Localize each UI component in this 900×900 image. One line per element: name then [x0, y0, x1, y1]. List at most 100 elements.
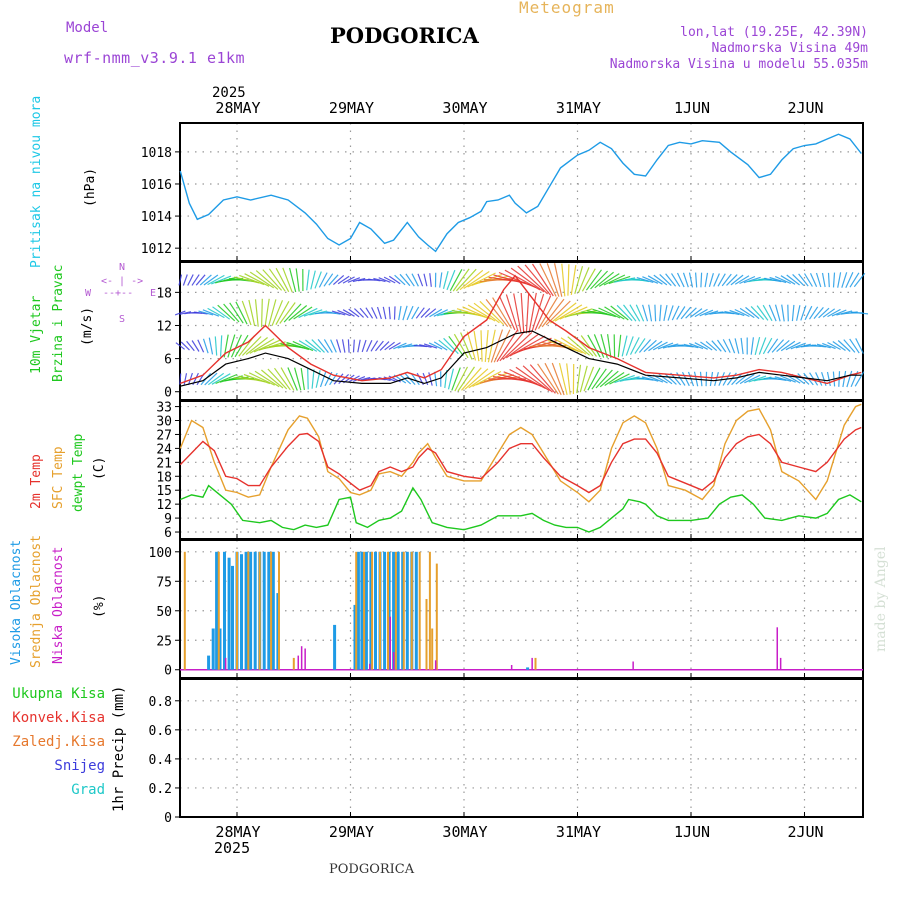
- wind-vector: [717, 273, 726, 287]
- wind-vector: [688, 342, 704, 350]
- wind-vector: [734, 275, 750, 285]
- wind-vector: [375, 340, 384, 352]
- wind-vector: [790, 342, 806, 350]
- high-cloud-bar: [240, 554, 243, 670]
- wind-vector: [579, 365, 588, 393]
- low-cloud-bar: [776, 627, 778, 670]
- wind-vector: [567, 264, 570, 296]
- wind-vector: [341, 339, 346, 353]
- high-cloud-bar: [364, 551, 368, 670]
- wind-vector: [504, 269, 541, 291]
- wind-vector: [353, 308, 365, 318]
- wind-vector: [239, 274, 265, 286]
- wind-vector: [721, 273, 732, 287]
- wind-vector: [287, 367, 298, 391]
- wind-vector: [258, 341, 286, 351]
- high-cloud-bar: [360, 551, 364, 670]
- high-cloud-bar: [253, 551, 257, 670]
- high-cloud-bar: [401, 551, 405, 670]
- wind-vector: [827, 308, 841, 318]
- wind-vector: [446, 269, 456, 291]
- wind-vector: [208, 337, 214, 355]
- high-cloud-bar: [353, 604, 357, 670]
- wind-vector: [636, 377, 654, 381]
- high-cloud-bar: [231, 565, 234, 670]
- wind-vector: [459, 269, 484, 291]
- tick-label-cloud: 25: [156, 634, 172, 649]
- wind-vector: [467, 304, 496, 322]
- wind-vector: [337, 275, 350, 285]
- wind-vector: [708, 273, 714, 287]
- wind-vector: [423, 273, 428, 287]
- wind-vector: [298, 340, 318, 352]
- tick-label-precip: 0.6: [149, 724, 172, 739]
- wind-vector: [310, 270, 316, 290]
- wind-vector: [774, 275, 791, 285]
- dewpt-temp-line: [180, 484, 862, 533]
- wind-vector: [641, 376, 659, 382]
- wind-vector: [815, 272, 822, 288]
- wind-vector: [813, 307, 824, 319]
- sfc-temp-line: [179, 403, 862, 503]
- wind-vector: [462, 306, 491, 320]
- wind-vector: [734, 338, 740, 354]
- top-day-label: 30MAY: [442, 99, 488, 117]
- wind-vector: [275, 267, 290, 293]
- high-cloud-bar: [526, 667, 530, 670]
- wind-vector: [832, 341, 846, 351]
- compass-n: N: [119, 262, 126, 273]
- mid-cloud-bar: [278, 551, 280, 670]
- wind-vector: [831, 309, 847, 317]
- wind-vector: [731, 372, 743, 386]
- wind-vector: [680, 306, 692, 320]
- wind-vector: [811, 344, 826, 348]
- wind-vector: [347, 277, 361, 283]
- wind-vector: [370, 340, 379, 352]
- wind-vector: [306, 269, 310, 291]
- wind-vector: [800, 305, 807, 321]
- wind-vector: [792, 273, 805, 287]
- wind-vector: [417, 273, 424, 287]
- wind-vector: [754, 336, 761, 356]
- wind-vector: [590, 270, 609, 290]
- wind-vector: [398, 305, 402, 321]
- wind-vector: [845, 272, 854, 288]
- wind-vector: [198, 310, 214, 316]
- wind-vector: [383, 376, 396, 382]
- wind-vector: [428, 342, 443, 350]
- wind-vector: [505, 294, 519, 332]
- wind-vector: [570, 265, 577, 295]
- wind-vector: [187, 274, 194, 286]
- wind-vector: [361, 339, 367, 353]
- wind-vector: [473, 330, 480, 362]
- wind-vector: [642, 304, 649, 322]
- wind-vector: [253, 339, 281, 353]
- wind-vector: [424, 308, 437, 318]
- wind-vector: [593, 334, 605, 358]
- wind-vector: [498, 271, 536, 289]
- wind-vector: [709, 371, 714, 387]
- wind-vector: [522, 365, 553, 393]
- wind-vector: [598, 307, 621, 319]
- wind-vector: [630, 277, 649, 283]
- wind-vector: [843, 339, 856, 353]
- wind-vector: [623, 304, 637, 322]
- precip-legend-item: Grad: [71, 782, 105, 798]
- wind-vector: [787, 304, 789, 322]
- wind-vector: [217, 304, 236, 322]
- mid-cloud-bar: [410, 551, 413, 670]
- wind-vector: [842, 370, 847, 388]
- top-day-label: 1JUN: [673, 99, 711, 117]
- top-year-label: 2025: [212, 85, 246, 101]
- wind-vector: [383, 276, 396, 284]
- wind-vector: [713, 273, 720, 287]
- wind-vector: [268, 268, 286, 292]
- wind-vector: [328, 274, 339, 286]
- wind-vector: [261, 369, 284, 389]
- wind-vector: [457, 366, 475, 392]
- wind-vector: [199, 274, 212, 286]
- wind-vector: [254, 370, 280, 388]
- wind-vector: [849, 338, 860, 354]
- wind-vector: [288, 305, 308, 321]
- wind-vector: [352, 376, 366, 382]
